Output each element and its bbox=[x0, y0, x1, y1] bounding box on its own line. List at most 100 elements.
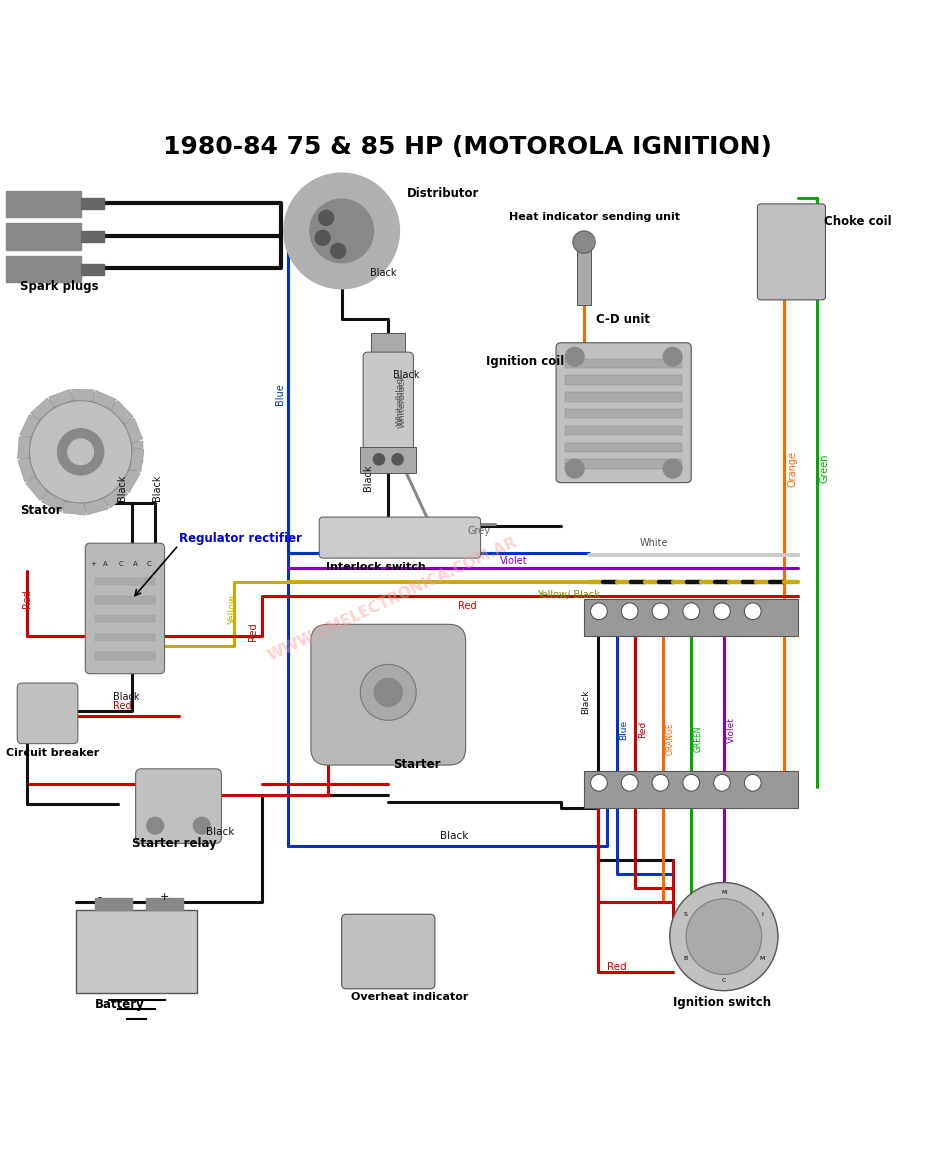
Text: +: + bbox=[90, 561, 95, 567]
Circle shape bbox=[652, 774, 669, 791]
Bar bbox=[360, 447, 416, 474]
Text: White: White bbox=[640, 538, 669, 548]
Text: White/black: White/black bbox=[397, 375, 407, 428]
Text: Red: Red bbox=[113, 701, 132, 711]
Bar bbox=[566, 460, 682, 469]
Text: Spark plugs: Spark plugs bbox=[20, 280, 99, 294]
Bar bbox=[80, 264, 104, 275]
Text: B: B bbox=[683, 957, 687, 961]
Circle shape bbox=[683, 774, 699, 791]
Circle shape bbox=[713, 774, 730, 791]
FancyBboxPatch shape bbox=[136, 769, 222, 843]
Circle shape bbox=[566, 347, 584, 366]
Text: Distributor: Distributor bbox=[407, 187, 480, 200]
Circle shape bbox=[663, 347, 682, 366]
Text: S: S bbox=[683, 911, 687, 917]
Circle shape bbox=[744, 774, 761, 791]
Circle shape bbox=[713, 603, 730, 620]
Polygon shape bbox=[41, 492, 66, 512]
Text: C: C bbox=[722, 979, 726, 983]
Bar bbox=[94, 597, 155, 604]
Circle shape bbox=[622, 603, 638, 620]
Circle shape bbox=[392, 454, 403, 464]
Text: Blue: Blue bbox=[275, 383, 285, 405]
Circle shape bbox=[147, 817, 164, 834]
Text: Battery: Battery bbox=[94, 998, 144, 1011]
Text: Ignition switch: Ignition switch bbox=[672, 996, 770, 1009]
Text: Violet: Violet bbox=[500, 556, 527, 565]
Circle shape bbox=[744, 603, 761, 620]
Text: I: I bbox=[761, 911, 763, 917]
Polygon shape bbox=[18, 437, 30, 460]
Polygon shape bbox=[104, 485, 128, 509]
Circle shape bbox=[194, 817, 210, 834]
Text: White/black: White/black bbox=[395, 372, 404, 426]
Bar bbox=[94, 899, 132, 909]
Text: Starter: Starter bbox=[393, 758, 440, 771]
FancyBboxPatch shape bbox=[757, 204, 826, 300]
Text: -: - bbox=[97, 893, 101, 902]
FancyBboxPatch shape bbox=[319, 517, 481, 558]
Bar bbox=[584, 771, 798, 808]
Text: Blue: Blue bbox=[620, 720, 628, 740]
Circle shape bbox=[309, 200, 373, 262]
Text: A: A bbox=[104, 561, 108, 567]
Bar bbox=[146, 899, 183, 909]
Bar bbox=[6, 223, 80, 250]
Text: Black: Black bbox=[207, 827, 235, 837]
Polygon shape bbox=[25, 476, 49, 500]
Text: Yellow: Yellow bbox=[227, 596, 237, 626]
Bar bbox=[76, 909, 197, 994]
Bar bbox=[94, 578, 155, 585]
Text: Orange: Orange bbox=[787, 450, 798, 486]
FancyBboxPatch shape bbox=[310, 625, 466, 765]
Text: Black: Black bbox=[117, 474, 127, 500]
Text: 1980-84 75 & 85 HP (MOTOROLA IGNITION): 1980-84 75 & 85 HP (MOTOROLA IGNITION) bbox=[163, 135, 772, 159]
Bar bbox=[566, 359, 682, 368]
FancyBboxPatch shape bbox=[556, 342, 691, 483]
Circle shape bbox=[319, 210, 334, 225]
Text: Violet: Violet bbox=[726, 716, 736, 743]
Bar bbox=[566, 375, 682, 384]
Text: Choke coil: Choke coil bbox=[824, 215, 891, 228]
Bar bbox=[371, 333, 405, 356]
Text: Red: Red bbox=[638, 721, 647, 738]
Text: A: A bbox=[134, 561, 138, 567]
Text: Overheat indicator: Overheat indicator bbox=[351, 993, 468, 1002]
Text: Circuit breaker: Circuit breaker bbox=[6, 748, 99, 758]
Circle shape bbox=[373, 454, 384, 464]
Circle shape bbox=[652, 603, 669, 620]
Text: +: + bbox=[160, 893, 169, 902]
Text: Black: Black bbox=[369, 268, 396, 277]
Circle shape bbox=[29, 401, 132, 503]
Polygon shape bbox=[31, 398, 54, 421]
Circle shape bbox=[663, 460, 682, 478]
Text: Black: Black bbox=[113, 692, 139, 702]
Text: WWW.CMELECTRONICA.COM.AR: WWW.CMELECTRONICA.COM.AR bbox=[266, 534, 520, 664]
Circle shape bbox=[374, 678, 402, 706]
Bar bbox=[566, 442, 682, 452]
Circle shape bbox=[622, 774, 638, 791]
Polygon shape bbox=[92, 390, 116, 410]
Bar bbox=[566, 409, 682, 418]
Polygon shape bbox=[130, 448, 144, 471]
Text: Red: Red bbox=[458, 601, 477, 611]
Circle shape bbox=[360, 664, 416, 720]
Circle shape bbox=[686, 899, 762, 974]
Bar bbox=[6, 257, 80, 282]
Circle shape bbox=[58, 428, 104, 475]
Circle shape bbox=[315, 230, 330, 245]
Text: C: C bbox=[119, 561, 123, 567]
Bar bbox=[6, 190, 80, 217]
Bar bbox=[584, 599, 798, 636]
FancyBboxPatch shape bbox=[17, 683, 78, 744]
Bar bbox=[94, 634, 155, 641]
FancyBboxPatch shape bbox=[363, 352, 413, 455]
Circle shape bbox=[591, 774, 608, 791]
Bar bbox=[94, 652, 155, 659]
Polygon shape bbox=[132, 441, 143, 463]
Text: Black: Black bbox=[152, 474, 163, 500]
Text: Black: Black bbox=[439, 831, 468, 841]
FancyBboxPatch shape bbox=[341, 914, 435, 989]
Text: Starter relay: Starter relay bbox=[132, 837, 217, 850]
